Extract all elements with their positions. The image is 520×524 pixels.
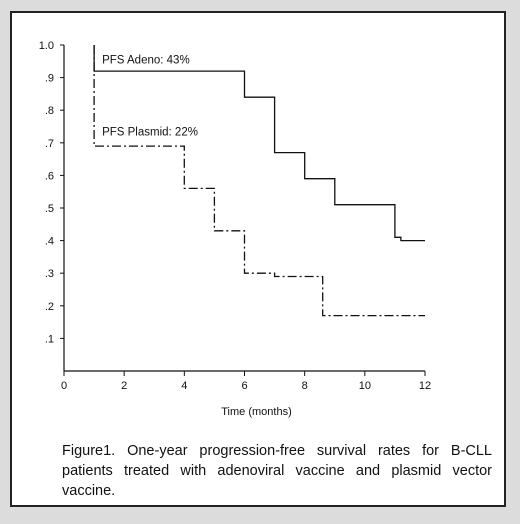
y-tick-label: .1	[45, 333, 54, 345]
y-tick-label: .3	[45, 268, 54, 280]
x-tick-label: 4	[181, 380, 187, 392]
x-tick-label: 2	[121, 380, 127, 392]
adeno-series-label: PFS Adeno: 43%	[102, 55, 190, 67]
figure-caption: Figure1. One-year progression-free survi…	[62, 443, 492, 499]
y-tick-label: .9	[45, 73, 54, 85]
series-lines	[93, 45, 425, 317]
x-tick-label: 6	[241, 380, 247, 392]
figure-frame: 0 2 4 6 8 10 12 .1 .2 .3 .4 .5 .6 .7 .8 .9 1.0 PFS Adeno…	[10, 11, 506, 507]
y-tick-label: .2	[45, 301, 54, 313]
y-tick-label: 1.0	[39, 40, 54, 52]
plasmid-survival-line	[93, 45, 425, 317]
x-tick-label: 0	[61, 380, 67, 392]
series-labels: PFS Adeno: 43% PFS Plasmid: 22%	[102, 55, 198, 139]
adeno-survival-line	[93, 45, 425, 242]
x-tick-label: 10	[359, 380, 371, 392]
x-tick-label: 8	[302, 380, 308, 392]
y-tick-label: .5	[45, 203, 54, 215]
y-tick-label: .7	[45, 138, 54, 150]
plasmid-series-label: PFS Plasmid: 22%	[102, 126, 198, 138]
x-tick-label: 12	[419, 380, 431, 392]
x-axis-title: Time (months)	[221, 406, 292, 418]
y-tick-label: .8	[45, 105, 54, 117]
axis-ticks: 0 2 4 6 8 10 12 .1 .2 .3 .4 .5 .6 .7 .8 .9 1.0	[39, 40, 431, 392]
y-tick-label: .4	[45, 236, 54, 248]
y-tick-label: .6	[45, 170, 54, 182]
survival-chart: 0 2 4 6 8 10 12 .1 .2 .3 .4 .5 .6 .7 .8 .9 1.0 PFS Adeno…	[39, 40, 431, 418]
